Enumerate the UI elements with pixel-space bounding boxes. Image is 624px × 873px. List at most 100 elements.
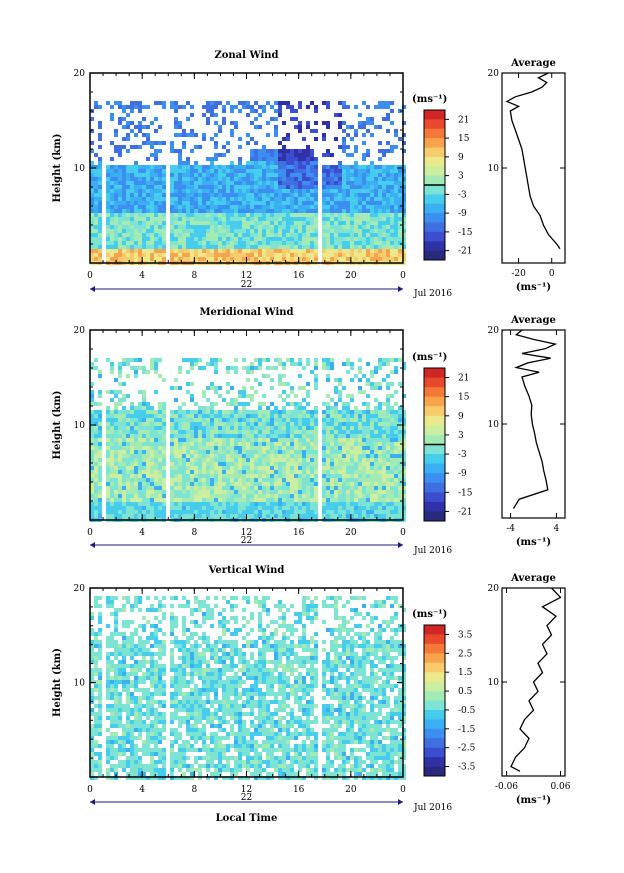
heatmap-cell	[130, 502, 134, 506]
heatmap-cell	[98, 253, 102, 257]
heatmap-cell	[262, 173, 266, 177]
heatmap-cell	[198, 426, 202, 430]
heatmap-cell	[314, 221, 318, 225]
heatmap-cell	[298, 149, 302, 153]
heatmap-cell	[162, 233, 166, 237]
heatmap-cell	[126, 486, 130, 490]
heatmap-cell	[314, 185, 318, 189]
heatmap-cell	[158, 458, 162, 462]
heatmap-cell	[306, 462, 310, 466]
heatmap-cell	[278, 446, 282, 450]
heatmap-cell	[386, 237, 390, 241]
heatmap-cell	[194, 193, 198, 197]
heatmap-cell	[218, 173, 222, 177]
heatmap-cell	[346, 201, 350, 205]
heatmap-cell	[402, 458, 406, 462]
heatmap-cell	[358, 430, 362, 434]
heatmap-cell	[382, 510, 386, 514]
heatmap-cell	[370, 177, 374, 181]
heatmap-cell	[390, 458, 394, 462]
heatmap-cell	[346, 221, 350, 225]
heatmap-cell	[138, 486, 142, 490]
heatmap-cell	[382, 362, 386, 366]
heatmap-cell	[306, 454, 310, 458]
heatmap-cell	[254, 366, 258, 370]
heatmap-cell	[134, 474, 138, 478]
heatmap-cell	[294, 201, 298, 205]
heatmap-cell	[154, 245, 158, 249]
heatmap-cell	[122, 197, 126, 201]
heatmap-cell	[222, 185, 226, 189]
heatmap-cell	[210, 225, 214, 229]
heatmap-cell	[286, 165, 290, 169]
heatmap-cell	[162, 510, 166, 514]
heatmap-cell	[334, 494, 338, 498]
heatmap-cell	[182, 402, 186, 406]
heatmap-cell	[358, 414, 362, 418]
heatmap-cell	[114, 494, 118, 498]
heatmap-cell	[310, 165, 314, 169]
heatmap-cell	[202, 490, 206, 494]
heatmap-cell	[338, 177, 342, 181]
heatmap-cell	[90, 233, 94, 237]
colorbar-swatch	[424, 166, 445, 177]
heatmap-cell	[374, 125, 378, 129]
heatmap-cell	[374, 442, 378, 446]
heatmap-cell	[390, 145, 394, 149]
heatmap-cell	[394, 165, 398, 169]
heatmap-cell	[174, 101, 178, 105]
heatmap-cell	[202, 462, 206, 466]
heatmap-cell	[390, 233, 394, 237]
heatmap-cell	[206, 430, 210, 434]
heatmap-cell	[214, 502, 218, 506]
heatmap-cell	[398, 225, 402, 229]
heatmap-cell	[366, 245, 370, 249]
heatmap-cell	[358, 237, 362, 241]
heatmap-cell	[282, 422, 286, 426]
heatmap-cell	[178, 165, 182, 169]
heatmap-cell	[222, 502, 226, 506]
heatmap-cell	[382, 153, 386, 157]
heatmap-cell	[90, 209, 94, 213]
heatmap-cell	[262, 374, 266, 378]
heatmap-cell	[390, 418, 394, 422]
heatmap-cell	[314, 418, 318, 422]
heatmap-cell	[386, 189, 390, 193]
heatmap-cell	[390, 462, 394, 466]
heatmap-cell	[218, 257, 222, 261]
heatmap-cell	[246, 462, 250, 466]
heatmap-cell	[238, 145, 242, 149]
heatmap-cell	[246, 113, 250, 117]
heatmap-cell	[138, 197, 142, 201]
heatmap-cell	[98, 430, 102, 434]
heatmap-cell	[246, 378, 250, 382]
heatmap-cell	[346, 414, 350, 418]
heatmap-cell	[142, 414, 146, 418]
heatmap-cell	[274, 237, 278, 241]
heatmap-cell	[322, 474, 326, 478]
heatmap-cell	[314, 225, 318, 229]
heatmap-cell	[398, 201, 402, 205]
heatmap-cell	[382, 205, 386, 209]
heatmap-cell	[374, 470, 378, 474]
heatmap-cell	[282, 161, 286, 165]
heatmap-cell	[254, 450, 258, 454]
heatmap-cell	[214, 229, 218, 233]
heatmap-cell	[386, 490, 390, 494]
heatmap-cell	[390, 470, 394, 474]
heatmap-cell	[234, 498, 238, 502]
heatmap-cell	[370, 474, 374, 478]
heatmap-cell	[362, 374, 366, 378]
heatmap-cell	[106, 498, 110, 502]
heatmap-cell	[402, 185, 406, 189]
heatmap-cell	[266, 161, 270, 165]
heatmap-cell	[178, 177, 182, 181]
heatmap-cell	[278, 257, 282, 261]
heatmap-cell	[270, 482, 274, 486]
heatmap-cell	[194, 257, 198, 261]
heatmap-cell	[398, 438, 402, 442]
heatmap-cell	[138, 490, 142, 494]
heatmap-cell	[386, 105, 390, 109]
heatmap-cell	[202, 406, 206, 410]
heatmap-cell	[382, 237, 386, 241]
